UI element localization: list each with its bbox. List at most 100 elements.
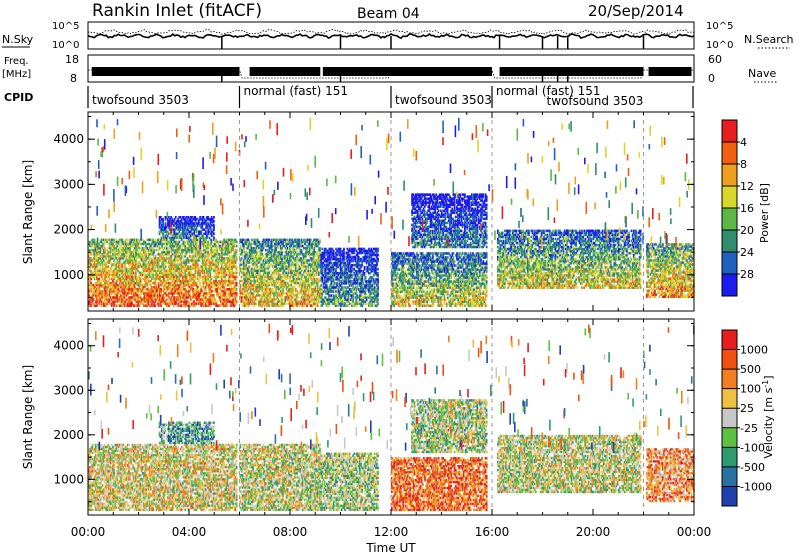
echo-cell [229,246,231,250]
echo-cell [289,302,291,305]
echo-cell [269,263,272,266]
echo-cell [240,263,243,266]
echo-cell [249,246,252,250]
echo-cell [185,281,188,285]
echo-cell [141,267,144,270]
echo-cell [161,224,163,227]
echo-cell [215,279,217,283]
echo-cell [307,290,310,293]
echo-cell [157,242,160,246]
echo-cell [268,292,271,295]
echo-cell [170,248,173,252]
echo-cell [105,279,107,283]
echo-cell [124,251,127,254]
echo-cell [254,269,257,273]
echo-cell [188,244,191,248]
echo-cell [202,302,205,305]
echo-cell [223,275,225,279]
echo-cell [235,248,238,252]
echo-cell [107,279,110,283]
echo-cell [190,304,192,307]
echo-cell [227,242,230,246]
echo-cell [235,283,238,287]
echo-cell [306,246,309,250]
echo-cell [266,275,268,279]
echo-cell [187,238,190,242]
echo-cell [145,259,148,262]
echo-cell [288,253,290,256]
echo-cell [179,259,182,262]
echo-cell [128,244,130,248]
echo-cell [282,263,284,266]
echo-cell [266,304,268,307]
echo-cell [133,294,136,297]
echo-cell [154,281,157,285]
echo-cell [234,259,237,262]
echo-cell [131,259,134,262]
echo-cell [233,275,236,279]
echo-cell [199,300,201,303]
echo-cell [316,290,319,293]
echo-cell [192,244,195,248]
echo-cell [172,228,175,231]
echo-cell [185,228,188,231]
echo-cell [312,251,314,254]
echo-cell [256,259,259,262]
echo-cell [255,285,258,289]
echo-cell [175,283,177,287]
echo-cell [112,263,114,266]
echo-cell [207,251,209,254]
echo-cell [156,285,159,289]
echo-cell [209,263,212,266]
echo-cell [199,218,201,221]
echo-cell [112,271,114,275]
echo-cell [301,281,304,285]
echo-cell [154,269,157,273]
freq-band-block [648,67,692,76]
echo-cell [198,248,200,252]
echo-cell [183,277,185,281]
echo-cell [277,288,280,291]
echo-cell [259,283,261,287]
echo-cell [170,238,173,242]
echo-cell [283,255,286,258]
echo-cell [182,292,184,295]
echo-cell [177,283,180,287]
echo-cell [98,294,101,297]
echo-cell [292,292,295,295]
echo-cell [314,267,317,270]
echo-cell [185,290,188,293]
echo-cell [239,240,242,244]
echo-cell [145,300,148,303]
echo-cell [316,257,319,260]
echo-cell [113,246,115,250]
echo-cell [266,302,268,305]
echo-cell [313,275,316,279]
echo-cell [167,275,169,279]
echo-cell [151,248,153,252]
echo-cell [270,238,273,242]
echo-cell [180,261,183,264]
echo-cell [195,246,198,250]
echo-cell [176,232,178,236]
echo-cell [303,265,305,268]
echo-cell [171,228,174,231]
echo-cell [278,238,281,242]
echo-cell [217,261,220,264]
echo-cell [271,271,274,275]
echo-cell [284,246,287,250]
echo-cell [215,288,217,291]
echo-cell [244,238,246,242]
echo-cell [128,257,130,260]
echo-cell [125,253,128,256]
echo-cell [314,285,317,289]
echo-cell [296,257,298,260]
echo-cell [124,263,127,266]
echo-cell [252,259,254,262]
echo-cell [253,269,256,273]
echo-cell [258,290,260,293]
echo-cell [155,285,158,289]
echo-cell [147,300,150,303]
echo-cell [286,265,289,268]
echo-cell [219,296,222,299]
